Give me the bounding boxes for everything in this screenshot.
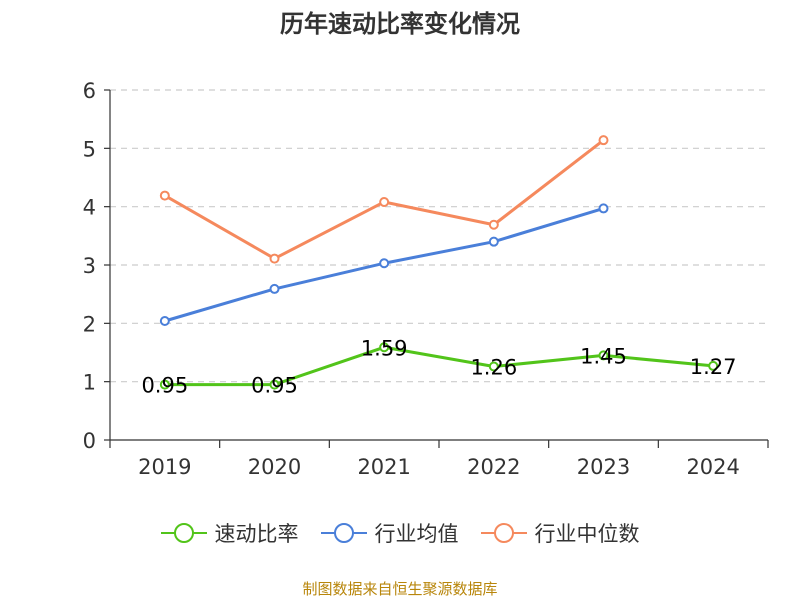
y-tick-label: 2 bbox=[83, 312, 96, 336]
x-tick-label: 2021 bbox=[357, 455, 410, 479]
x-tick-label: 2023 bbox=[577, 455, 630, 479]
chart-title: 历年速动比率变化情况 bbox=[280, 10, 520, 38]
data-point bbox=[488, 236, 499, 247]
legend-item-industry-median[interactable]: 行业中位数 bbox=[480, 518, 640, 548]
y-tick-label: 3 bbox=[83, 254, 96, 278]
data-point bbox=[598, 135, 609, 146]
y-tick-label: 6 bbox=[83, 79, 96, 103]
data-point bbox=[269, 283, 280, 294]
x-tick-label: 2024 bbox=[686, 455, 739, 479]
data-point bbox=[488, 219, 499, 230]
data-point bbox=[598, 350, 609, 361]
series-lines bbox=[159, 135, 719, 390]
data-labels: 0.95 0.95 1.59 1.26 1.45 1.27 bbox=[141, 336, 736, 397]
data-point bbox=[379, 258, 390, 269]
data-label: 1.27 bbox=[690, 355, 737, 379]
x-tick-label: 2020 bbox=[248, 455, 301, 479]
data-point bbox=[269, 379, 280, 390]
data-point bbox=[159, 316, 170, 326]
data-point bbox=[159, 379, 170, 390]
legend-item-industry-mean[interactable]: 行业均值 bbox=[320, 518, 459, 548]
data-point bbox=[488, 361, 499, 372]
legend-marker-industry-median bbox=[480, 523, 527, 543]
data-label: 1.45 bbox=[580, 344, 627, 368]
y-tick-label: 0 bbox=[83, 429, 96, 453]
x-tick-label: 2022 bbox=[467, 455, 520, 479]
legend-item-quick-ratio[interactable]: 速动比率 bbox=[160, 518, 299, 548]
legend-label-industry-mean: 行业均值 bbox=[374, 522, 459, 546]
y-tick-label: 5 bbox=[83, 137, 96, 161]
y-tick-label: 1 bbox=[83, 371, 96, 395]
data-label: 0.95 bbox=[141, 374, 188, 398]
x-tick-label: 2019 bbox=[138, 455, 191, 479]
legend-label-quick-ratio: 速动比率 bbox=[214, 522, 299, 546]
data-label: 0.95 bbox=[251, 374, 298, 398]
source-note: 制图数据来自恒生聚源数据库 bbox=[302, 580, 498, 598]
axes: 0 1 2 3 4 5 6 2019 2020 2021 2022 2023 2024 bbox=[83, 79, 769, 479]
series-line-0 bbox=[164, 345, 714, 387]
legend: 速动比率 行业均值 行业中位数 bbox=[0, 518, 800, 548]
data-point bbox=[598, 203, 609, 214]
legend-marker-quick-ratio bbox=[160, 523, 207, 543]
gridlines bbox=[110, 89, 768, 383]
data-point bbox=[269, 253, 280, 264]
data-point bbox=[159, 190, 170, 201]
data-point bbox=[379, 197, 390, 207]
data-label: 1.26 bbox=[470, 356, 517, 380]
data-label: 1.59 bbox=[361, 336, 408, 360]
data-point bbox=[708, 360, 719, 371]
legend-label-industry-median: 行业中位数 bbox=[534, 522, 640, 546]
legend-marker-industry-mean bbox=[320, 523, 367, 543]
data-point bbox=[379, 342, 390, 353]
y-tick-label: 4 bbox=[83, 196, 96, 220]
